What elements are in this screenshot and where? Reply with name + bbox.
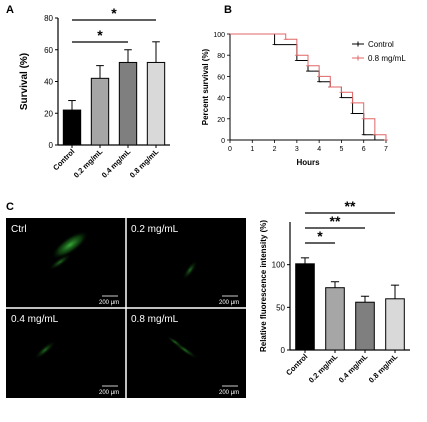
a-ytick-label: 40 xyxy=(44,78,53,87)
chart-b-survival-curve: 0 20 40 60 80 100 0 1 2 3 4 5 6 7 Percent survival (%)… xyxy=(201,32,406,167)
a-xtick-label: 0.4 mg/mL xyxy=(100,147,133,180)
b-ytick-label: 40 xyxy=(217,96,225,103)
b-ytick-label: 80 xyxy=(217,53,225,60)
c-ylabel: Relative fluorescence intensity (%) xyxy=(259,220,268,352)
c-ytick-label: 50 xyxy=(276,303,285,312)
a-ytick-label: 60 xyxy=(44,46,53,55)
c-bar xyxy=(295,263,315,351)
micrograph-label-0-4: 0.4 mg/mL xyxy=(11,314,59,325)
b-legend-label: 0.8 mg/mL xyxy=(368,54,406,63)
b-xtick-label: 2 xyxy=(273,146,277,153)
a-xtick-label: Control xyxy=(51,147,76,172)
scale-label-0-8: 200 μm xyxy=(219,390,239,396)
worm-fluorescence-0-4 xyxy=(33,340,57,360)
micrograph-grid: Ctrl 0.2 mg/mL 0.4 mg/mL 0.8 mg/mL 200 μ… xyxy=(6,218,246,398)
a-bar xyxy=(146,61,166,146)
worm-fluorescence-ctrl xyxy=(51,230,89,260)
b-xtick-label: 5 xyxy=(339,146,343,153)
a-ytick-label: 0 xyxy=(49,141,54,150)
c-xtick-label: Control xyxy=(284,352,309,377)
scale-label-ctrl: 200 μm xyxy=(99,300,119,306)
b-ytick-label: 60 xyxy=(217,74,225,81)
scale-label-0-2: 200 μm xyxy=(219,300,239,306)
panel-letter-a: A xyxy=(6,4,14,16)
c-bar xyxy=(355,301,375,351)
a-significance-star: * xyxy=(111,5,117,21)
b-xtick-label: 4 xyxy=(317,146,321,153)
panel-letter-c: C xyxy=(6,201,14,213)
c-significance-star: ** xyxy=(345,198,356,214)
b-xtick-label: 0 xyxy=(228,146,232,153)
b-ytick-label: 0 xyxy=(221,138,225,145)
a-bar xyxy=(62,109,82,146)
b-xtick-label: 6 xyxy=(362,146,366,153)
worm-fluorescence-0-8-b xyxy=(166,335,184,349)
b-series-line-1 xyxy=(230,33,387,140)
c-ytick-label: 0 xyxy=(281,346,286,355)
c-ytick-label: 100 xyxy=(272,261,286,270)
micrograph-label-0-8: 0.8 mg/mL xyxy=(131,314,179,325)
a-ytick-label: 80 xyxy=(44,14,53,23)
a-ylabel: Survival (%) xyxy=(19,53,30,110)
a-ytick-label: 20 xyxy=(44,109,53,118)
c-significance-star: * xyxy=(317,228,323,244)
b-xtick-label: 1 xyxy=(250,146,254,153)
a-bar xyxy=(118,61,138,146)
c-xtick-label: 0.2 mg/mL xyxy=(307,352,340,385)
a-xtick-label: 0.8 mg/mL xyxy=(128,147,161,180)
b-ylabel: Percent survival (%) xyxy=(201,48,210,125)
a-bar xyxy=(90,77,110,146)
panel-letter-b: B xyxy=(224,4,232,16)
b-ytick-label: 20 xyxy=(217,117,225,124)
a-xtick-label: 0.2 mg/mL xyxy=(72,147,105,180)
c-bar xyxy=(385,298,405,351)
b-legend-label: Control xyxy=(368,40,394,49)
c-bar xyxy=(325,287,345,351)
b-ytick-label: 100 xyxy=(213,32,225,39)
b-xtick-label: 3 xyxy=(295,146,299,153)
b-series-line-0 xyxy=(230,33,386,141)
c-significance-star: ** xyxy=(330,213,341,229)
micrograph-label-0-2: 0.2 mg/mL xyxy=(131,224,179,235)
scale-label-0-4: 200 μm xyxy=(99,390,119,396)
worm-fluorescence-ctrl-tail xyxy=(48,253,72,271)
worm-fluorescence-0-2 xyxy=(182,259,198,281)
c-xtick-label: 0.4 mg/mL xyxy=(337,352,370,385)
micrograph-label-ctrl: Ctrl xyxy=(11,224,27,235)
a-significance-star: * xyxy=(97,27,103,43)
c-xtick-label: 0.8 mg/mL xyxy=(367,352,400,385)
b-xtick-label: 7 xyxy=(384,146,388,153)
b-xlabel: Hours xyxy=(296,158,320,167)
chart-c-fluorescence-bar: 0 50 100 Relative fluorescence intensity (%… xyxy=(259,198,410,385)
